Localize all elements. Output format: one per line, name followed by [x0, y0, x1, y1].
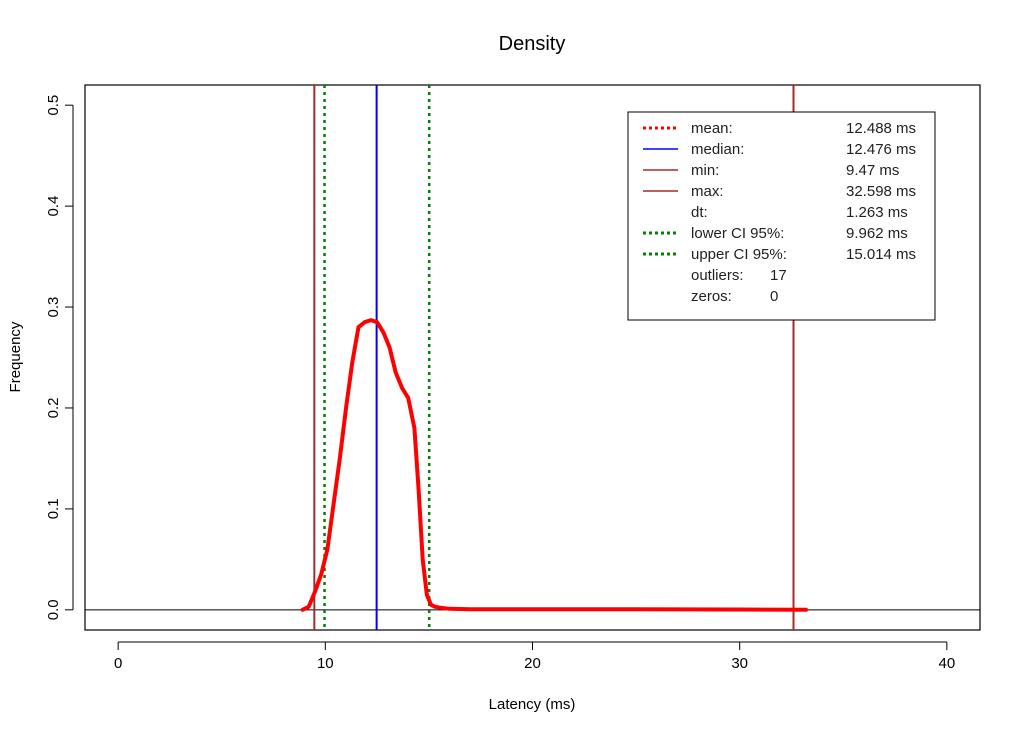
- legend-label-outliers: outliers:: [691, 267, 744, 284]
- legend-value-dt: 1.263 ms: [846, 204, 908, 221]
- legend-label-mean: mean:: [691, 120, 733, 137]
- x-tick-label: 30: [731, 655, 748, 672]
- chart-title: Density: [499, 33, 566, 55]
- legend-label-max: max:: [691, 183, 724, 200]
- legend-label-dt: dt:: [691, 204, 708, 221]
- legend-value-zeros: 0: [770, 288, 778, 305]
- legend-label-zeros: zeros:: [691, 288, 732, 305]
- legend-value-mean: 12.488 ms: [846, 120, 916, 137]
- x-tick-label: 40: [939, 655, 956, 672]
- legend-label-median: median:: [691, 141, 744, 158]
- legend-value-upper_ci: 15.014 ms: [846, 246, 916, 263]
- y-axis: 0.0 0.1 0.2 0.3 0.4 0.5: [45, 95, 74, 620]
- x-tick-label: 20: [524, 655, 541, 672]
- y-tick-label: 0.0: [45, 599, 62, 620]
- legend: mean: 12.488 ms median: 12.476 ms min: 9.47 m…: [627, 111, 936, 321]
- legend-value-outliers: 17: [770, 267, 787, 284]
- legend-value-median: 12.476 ms: [846, 141, 916, 158]
- y-tick-label: 0.3: [45, 297, 62, 318]
- legend-value-lower_ci: 9.962 ms: [846, 225, 908, 242]
- x-tick-label: 0: [114, 655, 122, 672]
- y-tick-label: 0.1: [45, 498, 62, 519]
- legend-label-lower_ci: lower CI 95%:: [691, 225, 784, 242]
- legend-value-max: 32.598 ms: [846, 183, 916, 200]
- legend-label-min: min:: [691, 162, 719, 179]
- legend-label-upper_ci: upper CI 95%:: [691, 246, 787, 263]
- x-axis-label: Latency (ms): [489, 696, 576, 713]
- legend-value-min: 9.47 ms: [846, 162, 899, 179]
- y-tick-label: 0.4: [45, 196, 62, 217]
- y-tick-label: 0.2: [45, 398, 62, 419]
- y-tick-label: 0.5: [45, 95, 62, 116]
- plot-frame: [84, 84, 981, 631]
- density-curve: [300, 318, 808, 612]
- legend-box: [627, 111, 936, 321]
- x-axis: 0 10 20 30 40: [114, 641, 956, 672]
- x-tick-label: 10: [317, 655, 334, 672]
- y-axis-label: Frequency: [7, 321, 24, 392]
